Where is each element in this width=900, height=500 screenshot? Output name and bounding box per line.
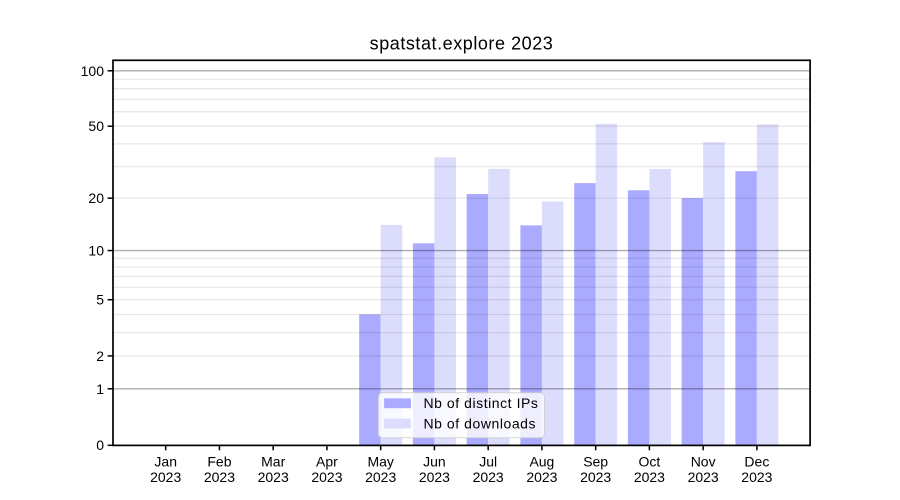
svg-text:20: 20 <box>88 190 104 206</box>
svg-text:2023: 2023 <box>688 469 719 485</box>
svg-text:2023: 2023 <box>365 469 396 485</box>
svg-text:2023: 2023 <box>311 469 342 485</box>
svg-text:Jul: Jul <box>479 453 497 469</box>
svg-text:1: 1 <box>96 381 104 397</box>
svg-text:10: 10 <box>88 243 104 259</box>
svg-text:2: 2 <box>96 348 104 364</box>
svg-text:Nb of downloads: Nb of downloads <box>424 415 537 431</box>
svg-text:Sep: Sep <box>583 453 608 469</box>
svg-text:2023: 2023 <box>419 469 450 485</box>
svg-text:Dec: Dec <box>744 453 769 469</box>
svg-text:0: 0 <box>96 437 104 453</box>
svg-text:Oct: Oct <box>639 453 661 469</box>
svg-text:5: 5 <box>96 292 104 308</box>
svg-text:100: 100 <box>81 63 105 79</box>
svg-text:2023: 2023 <box>473 469 504 485</box>
svg-text:2023: 2023 <box>258 469 289 485</box>
svg-text:Feb: Feb <box>207 453 231 469</box>
svg-text:May: May <box>367 453 393 469</box>
svg-text:Aug: Aug <box>529 453 554 469</box>
svg-text:Apr: Apr <box>316 453 338 469</box>
svg-text:2023: 2023 <box>634 469 665 485</box>
svg-text:Jan: Jan <box>154 453 177 469</box>
svg-text:2023: 2023 <box>204 469 235 485</box>
svg-text:Jun: Jun <box>423 453 446 469</box>
svg-text:Mar: Mar <box>261 453 285 469</box>
svg-text:2023: 2023 <box>526 469 557 485</box>
svg-text:Nov: Nov <box>691 453 716 469</box>
svg-text:50: 50 <box>88 118 104 134</box>
svg-text:2023: 2023 <box>741 469 772 485</box>
svg-text:Nb of distinct IPs: Nb of distinct IPs <box>424 395 539 411</box>
svg-text:2023: 2023 <box>580 469 611 485</box>
svg-text:spatstat.explore 2023: spatstat.explore 2023 <box>370 34 554 54</box>
svg-text:2023: 2023 <box>150 469 181 485</box>
